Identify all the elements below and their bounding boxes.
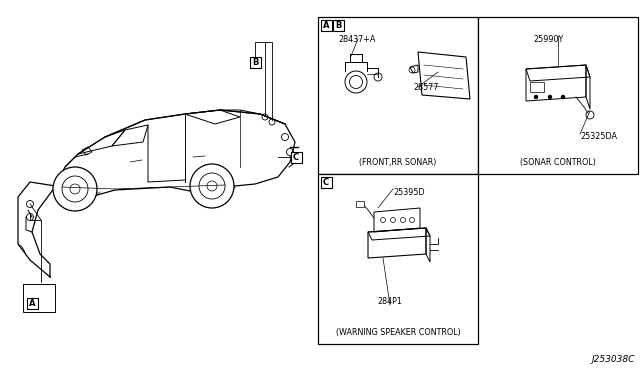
Text: A: A xyxy=(323,20,329,29)
Text: (SONAR CONTROL): (SONAR CONTROL) xyxy=(520,157,596,167)
Text: B: B xyxy=(252,58,258,67)
Bar xyxy=(23,284,55,312)
Bar xyxy=(530,82,544,92)
Text: (WARNING SPEAKER CONTROL): (WARNING SPEAKER CONTROL) xyxy=(335,327,460,337)
Text: 25325DA: 25325DA xyxy=(580,131,617,141)
Bar xyxy=(356,201,364,207)
Text: 284P1: 284P1 xyxy=(378,298,403,307)
Bar xyxy=(250,57,260,67)
Circle shape xyxy=(53,167,97,211)
Text: B: B xyxy=(335,20,341,29)
Bar xyxy=(318,174,478,344)
Text: 25990Y: 25990Y xyxy=(533,35,563,44)
Bar xyxy=(333,19,344,31)
Bar xyxy=(318,17,478,174)
Text: 25395D: 25395D xyxy=(393,187,424,196)
Bar xyxy=(291,151,301,163)
Circle shape xyxy=(561,96,564,99)
Circle shape xyxy=(207,181,217,191)
Text: C: C xyxy=(293,153,299,161)
Text: (FRONT,RR SONAR): (FRONT,RR SONAR) xyxy=(359,157,436,167)
Circle shape xyxy=(534,96,538,99)
Bar xyxy=(321,19,332,31)
Circle shape xyxy=(548,96,552,99)
Text: 28577: 28577 xyxy=(413,83,438,92)
Text: J253038C: J253038C xyxy=(591,355,635,364)
Circle shape xyxy=(62,176,88,202)
Circle shape xyxy=(199,173,225,199)
Circle shape xyxy=(70,184,80,194)
Circle shape xyxy=(190,164,234,208)
Bar xyxy=(478,17,638,174)
Text: 28437+A: 28437+A xyxy=(338,35,376,44)
Text: A: A xyxy=(29,298,35,308)
Bar xyxy=(321,176,332,187)
Text: C: C xyxy=(323,177,329,186)
Bar xyxy=(26,298,38,308)
